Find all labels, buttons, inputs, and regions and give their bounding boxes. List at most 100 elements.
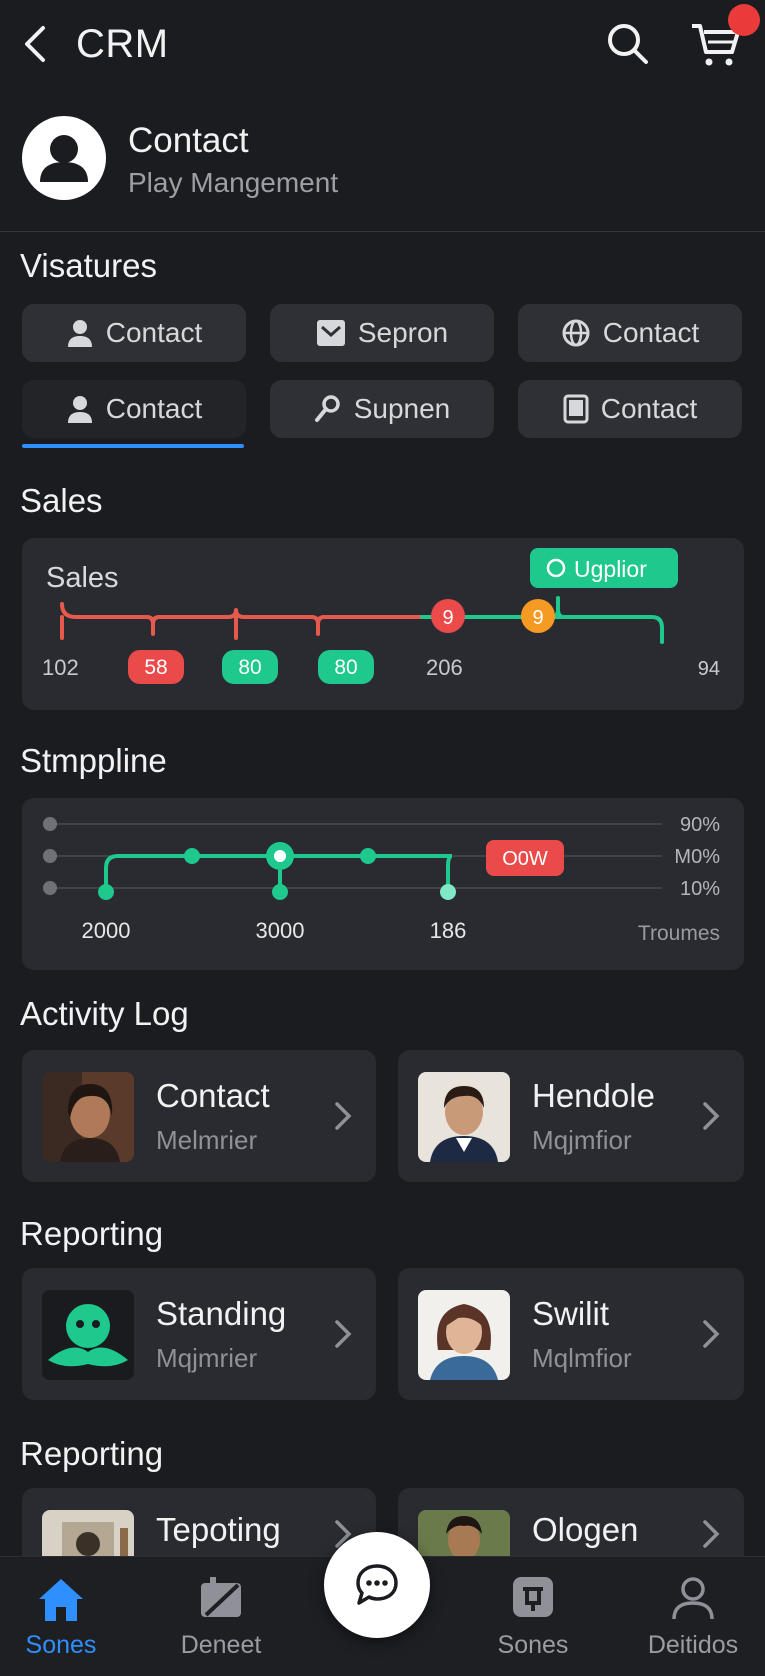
tile-title: Swilit: [532, 1295, 610, 1332]
reporting-tile-standing[interactable]: Standing Mqjmrier: [22, 1268, 376, 1400]
sales-flow-graphic: Sales 9 9 Ugplior 58 80 80 102 206 94: [42, 548, 720, 684]
nav-item-deneet[interactable]: Deneet: [146, 1557, 296, 1676]
active-tab-indicator: [22, 444, 244, 448]
tile-subtitle: Mqlmfior: [532, 1343, 632, 1373]
profile-header: Contact Play Mangement: [0, 110, 765, 232]
reporting-section-title: Reporting: [20, 1215, 164, 1252]
pipeline-section-title: Stmppline: [20, 742, 167, 779]
chevron-right-icon: [703, 1102, 720, 1130]
notification-dot: [728, 4, 760, 36]
pipeline-level: 10%: [680, 878, 720, 900]
sales-tag: Ugplior: [574, 556, 647, 582]
profile-icon: [672, 1577, 714, 1620]
reporting-tile-tepoting[interactable]: Tepoting: [22, 1488, 376, 1556]
activity-tile-contact[interactable]: Contact Melmrier: [22, 1050, 376, 1182]
building-photo: [42, 1510, 134, 1556]
chevron-right-icon: [335, 1520, 352, 1548]
sales-node-label: 9: [442, 607, 453, 629]
user-avatar-icon: [40, 135, 88, 182]
chevron-right-icon: [335, 1320, 352, 1348]
person-photo: [42, 1072, 134, 1162]
chevron-right-icon: [703, 1320, 720, 1348]
person-icon: [67, 320, 92, 347]
pipeline-x-label: 3000: [256, 918, 305, 943]
nav-label: Deitidos: [647, 1631, 739, 1659]
sales-card-title: Sales: [46, 562, 119, 594]
person-icon: [67, 396, 92, 423]
top-bar: CRM: [0, 0, 765, 90]
nav-label: Deneet: [180, 1631, 262, 1659]
sales-section-title: Sales: [20, 482, 103, 519]
cart-icon: [692, 24, 740, 66]
nav-item-sones[interactable]: Sones: [0, 1557, 136, 1676]
pipeline-graphic: O0W 90% M0% 10% 2000 3000 186 Troumes: [43, 814, 720, 945]
chip-sepron[interactable]: Sepron: [270, 304, 494, 362]
tile-title: Standing: [156, 1295, 287, 1332]
globe-icon: [562, 319, 590, 347]
search-icon: [608, 24, 648, 64]
activity-tile-hendole[interactable]: Hendole Mqjmfior: [398, 1050, 744, 1182]
features-title: Visatures: [20, 247, 157, 284]
nav-label: Sones: [25, 1631, 97, 1659]
chevron-left-icon: [25, 26, 45, 62]
chip-contact-1[interactable]: Contact: [22, 304, 246, 362]
pipeline-x-label: 186: [430, 918, 467, 943]
robot-icon: [42, 1290, 134, 1380]
edit-icon: [201, 1577, 241, 1617]
pipeline-badge: O0W: [502, 848, 548, 870]
chat-fab-button[interactable]: [324, 1532, 430, 1638]
tile-title: Contact: [156, 1077, 270, 1114]
pipeline-level: 90%: [680, 814, 720, 836]
chip-label: Supnen: [353, 393, 451, 424]
chip-contact-3[interactable]: Contact: [22, 380, 246, 438]
chip-label: Contact: [105, 317, 203, 348]
chip-label: Contact: [105, 393, 203, 424]
back-button[interactable]: [14, 20, 58, 68]
reporting-tile-ologen[interactable]: Ologen: [398, 1488, 744, 1556]
sales-pill: 80: [334, 656, 357, 679]
home-icon: [39, 1579, 83, 1621]
sales-pill: 58: [144, 656, 167, 679]
sales-label: 102: [42, 655, 79, 680]
person-photo: [418, 1072, 510, 1162]
tile-subtitle: Mqjmrier: [156, 1343, 258, 1373]
reporting-tile-swilit[interactable]: Swilit Mqlmfior: [398, 1268, 744, 1400]
chip-supnen[interactable]: Supnen: [270, 380, 494, 438]
tile-title: Hendole: [532, 1077, 655, 1114]
sales-label: 206: [426, 655, 463, 680]
sales-card: Sales 9 9 Ugplior 58 80 80 102 206 94: [22, 538, 744, 710]
cart-button[interactable]: [688, 18, 744, 70]
chevron-right-icon: [335, 1102, 352, 1130]
nav-item-sones-2[interactable]: Sones: [458, 1557, 608, 1676]
tile-subtitle: Melmrier: [156, 1125, 258, 1155]
nav-item-deitidos[interactable]: Deitidos: [618, 1557, 765, 1676]
mail-icon: [316, 320, 345, 346]
reporting-section-title-2: Reporting: [20, 1435, 164, 1472]
app-title: CRM: [76, 22, 169, 66]
sales-label: 94: [698, 658, 720, 680]
search-button[interactable]: [604, 20, 652, 68]
key-icon: [314, 395, 340, 422]
nav-label: Sones: [497, 1631, 569, 1659]
person-photo: [418, 1510, 510, 1556]
profile-subtitle: Play Mangement: [128, 167, 339, 198]
chip-contact-4[interactable]: Contact: [518, 380, 742, 438]
chip-label: Contact: [600, 393, 698, 424]
pipeline-x-label: 2000: [82, 918, 131, 943]
chip-label: Sepron: [357, 317, 449, 348]
tablet-icon: [563, 394, 589, 424]
avatar[interactable]: [22, 116, 106, 200]
pipeline-corner-label: Troumes: [638, 922, 720, 945]
sales-node-label: 9: [532, 607, 543, 629]
box-icon: [513, 1577, 553, 1617]
chip-contact-2[interactable]: Contact: [518, 304, 742, 362]
person-photo: [418, 1290, 510, 1380]
pipeline-card: O0W 90% M0% 10% 2000 3000 186 Troumes: [22, 798, 744, 970]
tile-subtitle: Mqjmfior: [532, 1125, 632, 1155]
tile-title: Tepoting: [156, 1511, 281, 1548]
chip-label: Contact: [602, 317, 700, 348]
tile-title: Ologen: [532, 1511, 639, 1548]
chevron-right-icon: [703, 1520, 720, 1548]
profile-name: Contact: [128, 121, 249, 160]
chat-bubble-icon: [356, 1564, 398, 1605]
